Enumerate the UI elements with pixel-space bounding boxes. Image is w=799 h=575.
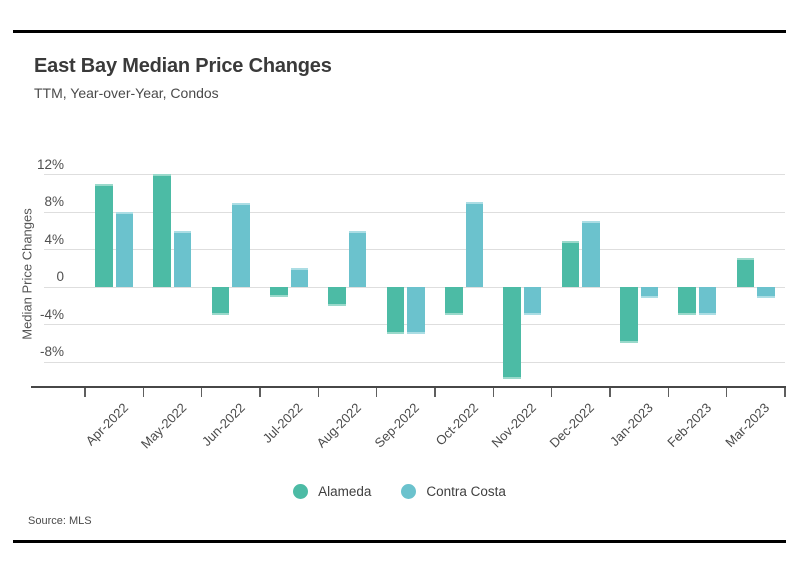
legend: Alameda Contra Costa xyxy=(0,484,799,499)
y-tick-label: 4% xyxy=(44,231,64,247)
x-tick-label: Feb-2023 xyxy=(664,400,715,450)
y-tick-label: -4% xyxy=(39,306,64,322)
x-tick xyxy=(550,388,553,397)
bar-alameda-apr-2022 xyxy=(95,184,113,288)
legend-item-contra-costa: Contra Costa xyxy=(401,484,506,499)
x-tick xyxy=(375,388,378,397)
x-tick-label: Oct-2022 xyxy=(432,400,481,449)
x-tick-label: Jun-2022 xyxy=(198,400,248,449)
bar-contra-costa-dec-2022 xyxy=(582,220,600,288)
bar-alameda-dec-2022 xyxy=(561,240,580,288)
bar-alameda-may-2022 xyxy=(153,174,171,288)
bar-alameda-nov-2022 xyxy=(503,287,521,380)
bar-alameda-aug-2022 xyxy=(328,287,346,307)
bar-alameda-sep-2022 xyxy=(386,287,405,335)
bar-contra-costa-mar-2023 xyxy=(757,287,775,298)
x-tick-label: Aug-2022 xyxy=(313,400,365,451)
bar-alameda-jan-2023 xyxy=(620,287,638,343)
x-tick xyxy=(434,388,436,397)
y-tick-label: -8% xyxy=(39,344,64,360)
chart-title: East Bay Median Price Changes xyxy=(34,55,332,77)
x-tick xyxy=(609,388,611,397)
x-tick xyxy=(317,388,320,397)
bar-contra-costa-oct-2022 xyxy=(465,202,484,288)
x-tick xyxy=(84,388,86,397)
legend-swatch-alameda-icon xyxy=(293,484,309,499)
x-tick-label: Nov-2022 xyxy=(488,400,540,451)
bar-alameda-feb-2023 xyxy=(678,287,696,316)
gridline xyxy=(44,361,785,363)
bar-contra-costa-nov-2022 xyxy=(523,287,542,316)
gridline xyxy=(44,211,785,213)
legend-label: Alameda xyxy=(318,484,372,499)
x-tick xyxy=(259,388,261,397)
bottom-divider xyxy=(13,540,786,543)
y-tick-label: 0 xyxy=(56,269,64,285)
x-tick xyxy=(492,388,495,397)
x-tick-label: Jul-2022 xyxy=(259,400,306,446)
bar-contra-costa-jul-2022 xyxy=(290,267,309,288)
bar-contra-costa-aug-2022 xyxy=(348,231,367,288)
top-divider xyxy=(13,30,786,33)
x-axis-line xyxy=(31,385,786,388)
x-tick xyxy=(784,388,786,397)
bar-contra-costa-apr-2022 xyxy=(115,212,134,288)
bar-contra-costa-feb-2023 xyxy=(698,287,717,316)
legend-swatch-contra-costa-icon xyxy=(401,484,417,499)
bar-alameda-mar-2023 xyxy=(736,258,755,288)
bar-alameda-jul-2022 xyxy=(270,287,288,297)
x-tick-label: Apr-2022 xyxy=(82,400,131,449)
chart-subtitle: TTM, Year-over-Year, Condos xyxy=(34,85,219,101)
y-tick-label: 12% xyxy=(36,156,64,172)
x-tick-label: Dec-2022 xyxy=(546,400,598,451)
x-tick xyxy=(725,388,728,397)
source-note: Source: MLS xyxy=(28,515,92,527)
bar-contra-costa-may-2022 xyxy=(173,231,192,288)
legend-label: Contra Costa xyxy=(426,484,506,499)
gridline xyxy=(44,174,785,176)
x-tick-label: Mar-2023 xyxy=(722,400,773,450)
x-tick xyxy=(142,388,145,397)
x-tick xyxy=(667,388,670,397)
bar-contra-costa-jun-2022 xyxy=(232,203,250,288)
bar-contra-costa-jan-2023 xyxy=(640,287,659,298)
x-tick-label: Jan-2023 xyxy=(606,400,656,449)
bar-alameda-oct-2022 xyxy=(445,287,463,316)
bar-contra-costa-sep-2022 xyxy=(407,287,425,335)
x-tick xyxy=(200,388,203,397)
y-tick-label: 8% xyxy=(44,194,64,210)
gridline xyxy=(44,249,785,251)
x-tick-label: May-2022 xyxy=(137,400,190,452)
legend-item-alameda: Alameda xyxy=(293,484,371,499)
x-tick-label: Sep-2022 xyxy=(371,400,423,451)
bar-alameda-jun-2022 xyxy=(211,287,230,316)
